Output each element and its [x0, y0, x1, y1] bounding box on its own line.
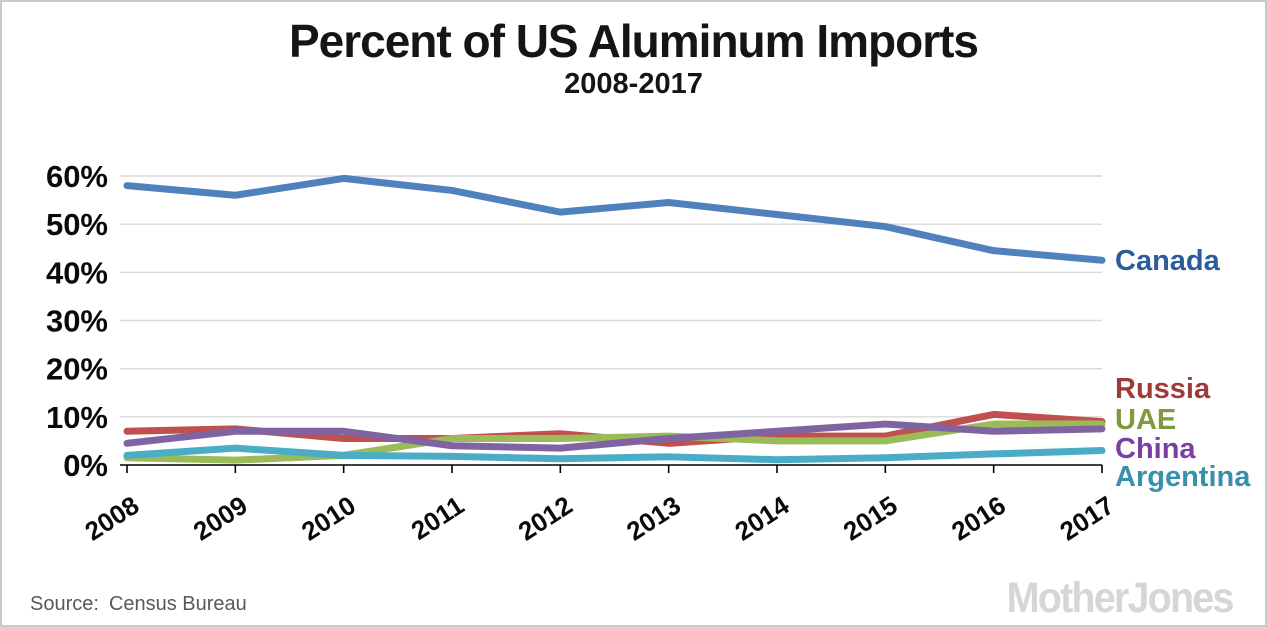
x-tick-label-2008: 2008: [79, 490, 144, 547]
legend-label-argentina: Argentina: [1115, 461, 1251, 493]
legend-label-china: China: [1115, 433, 1196, 465]
legend-label-russia: Russia: [1115, 373, 1211, 405]
legend-label-uae: UAE: [1115, 404, 1176, 436]
x-tick-label-2013: 2013: [621, 490, 686, 547]
x-tick-label-2009: 2009: [188, 490, 253, 547]
series-line-argentina: [123, 444, 1106, 464]
x-tick-label-2011: 2011: [406, 490, 470, 546]
x-tick-label-2014: 2014: [729, 490, 794, 547]
x-tick-label-2012: 2012: [513, 490, 578, 547]
y-tick-label-0: 0%: [63, 448, 108, 483]
source-value: Census Bureau: [108, 593, 247, 615]
y-tick-label-60: 60%: [46, 159, 108, 194]
source-note: Source: Census Bureau: [30, 593, 247, 616]
x-tick-label-2010: 2010: [296, 490, 361, 547]
y-tick-label-50: 50%: [46, 207, 108, 242]
x-tick-label-2017: 2017: [1054, 490, 1119, 547]
x-tick-label-2015: 2015: [838, 490, 903, 547]
y-tick-label-30: 30%: [46, 304, 108, 339]
series-line-canada: [123, 174, 1106, 264]
y-tick-label-40: 40%: [46, 255, 108, 290]
legend-label-canada: Canada: [1115, 245, 1221, 277]
chart-title: Percent of US Aluminum Imports: [288, 15, 979, 67]
source-label: Source:: [30, 593, 99, 615]
y-tick-label-10: 10%: [46, 400, 108, 435]
y-tick-label-20: 20%: [46, 352, 108, 387]
series-line-china: [123, 420, 1106, 452]
series-line-uae: [123, 420, 1106, 464]
chart-subtitle: 2008-2017: [564, 68, 703, 100]
motherjones-logo: MotherJones: [1007, 574, 1235, 622]
x-tick-label-2016: 2016: [946, 490, 1011, 547]
